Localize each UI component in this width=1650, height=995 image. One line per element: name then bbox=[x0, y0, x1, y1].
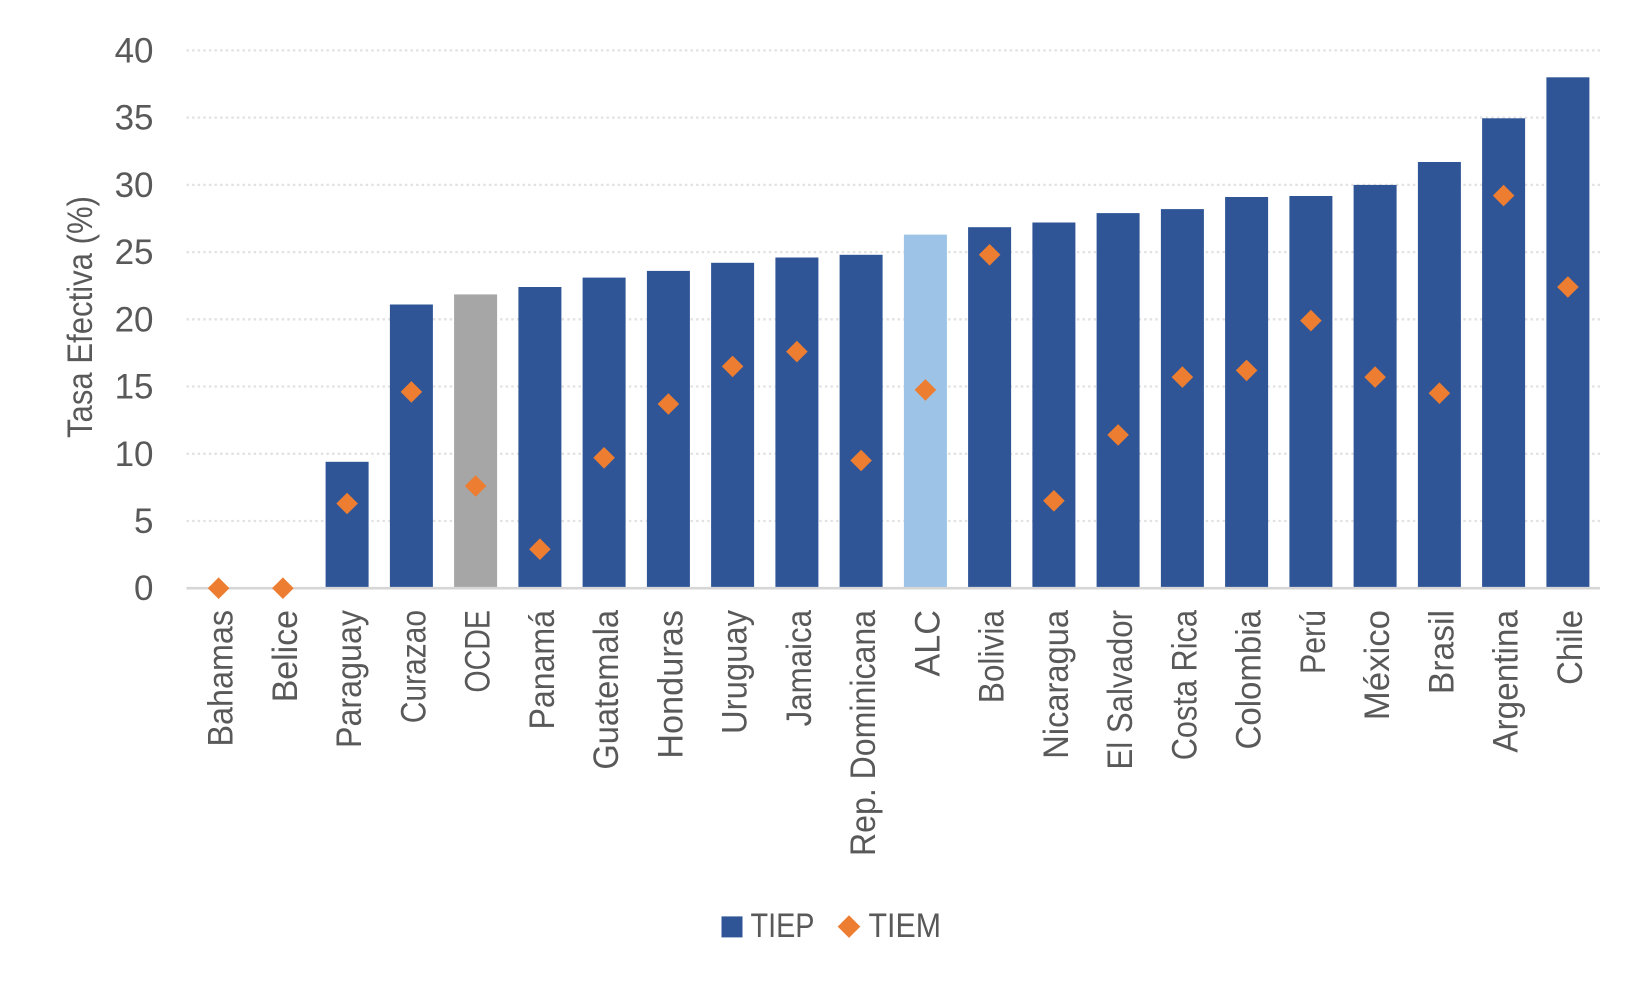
svg-text:Perú: Perú bbox=[1294, 610, 1333, 674]
svg-text:5: 5 bbox=[134, 502, 153, 541]
svg-text:TIEP: TIEP bbox=[751, 907, 815, 945]
svg-text:El Salvador: El Salvador bbox=[1101, 610, 1140, 770]
svg-text:México: México bbox=[1358, 610, 1397, 720]
svg-text:OCDE: OCDE bbox=[459, 610, 498, 693]
svg-text:Colombia: Colombia bbox=[1230, 610, 1269, 750]
svg-text:40: 40 bbox=[115, 31, 154, 70]
svg-text:Curazao: Curazao bbox=[394, 610, 433, 723]
svg-text:Guatemala: Guatemala bbox=[587, 610, 626, 770]
svg-text:Chile: Chile bbox=[1551, 610, 1590, 685]
svg-text:ALC: ALC bbox=[908, 610, 947, 677]
svg-text:Tasa Efectiva (%): Tasa Efectiva (%) bbox=[61, 196, 100, 438]
svg-text:15: 15 bbox=[115, 368, 154, 407]
svg-text:30: 30 bbox=[115, 166, 154, 205]
svg-text:Bahamas: Bahamas bbox=[202, 610, 241, 747]
svg-text:Belice: Belice bbox=[266, 610, 305, 702]
svg-text:35: 35 bbox=[115, 99, 154, 138]
svg-text:25: 25 bbox=[115, 233, 154, 272]
svg-text:Uruguay: Uruguay bbox=[716, 610, 755, 734]
svg-text:Paraguay: Paraguay bbox=[330, 610, 369, 748]
svg-text:Rep. Dominicana: Rep. Dominicana bbox=[844, 610, 883, 856]
svg-text:Nicaragua: Nicaragua bbox=[1037, 610, 1076, 759]
svg-text:TIEM: TIEM bbox=[869, 907, 942, 945]
svg-text:Costa Rica: Costa Rica bbox=[1165, 610, 1204, 761]
svg-text:Bolivia: Bolivia bbox=[973, 610, 1012, 704]
svg-text:Jamaica: Jamaica bbox=[780, 610, 819, 727]
svg-text:Brasil: Brasil bbox=[1422, 610, 1461, 694]
svg-text:0: 0 bbox=[134, 569, 153, 608]
svg-text:Argentina: Argentina bbox=[1487, 609, 1526, 752]
svg-text:Panamá: Panamá bbox=[523, 610, 562, 730]
svg-text:20: 20 bbox=[115, 300, 154, 339]
svg-text:Honduras: Honduras bbox=[651, 610, 690, 759]
svg-text:10: 10 bbox=[115, 435, 154, 474]
